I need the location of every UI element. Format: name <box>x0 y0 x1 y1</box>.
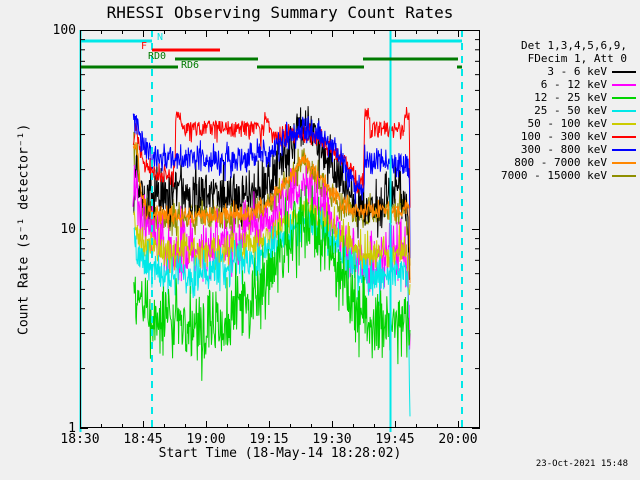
series-curves <box>132 106 411 417</box>
rd6-bar <box>80 65 178 69</box>
legend-item-label: 12 - 25 keV <box>534 91 607 104</box>
legend-item-label: 800 - 7000 keV <box>514 156 607 169</box>
flare-bar <box>152 48 220 52</box>
series-100-300 keV <box>132 106 411 208</box>
x-tick-label-20:00: 20:00 <box>438 432 478 447</box>
x-axis-title: Start Time (18-May-14 18:28:02) <box>158 446 402 461</box>
night-bar-top <box>390 39 462 43</box>
legend-color-swatch <box>612 83 636 86</box>
legend-item-7000-15000keV: 7000 - 15000 keV <box>457 169 637 182</box>
legend-color-swatch <box>612 174 636 177</box>
legend-item-6-12keV: 6 - 12 keV <box>457 78 637 91</box>
legend-item-label: 300 - 800 keV <box>520 143 607 156</box>
rd0-bar <box>175 57 258 61</box>
legend-item-100-300keV: 100 - 300 keV <box>457 130 637 143</box>
legend-item-3-6keV: 3 - 6 keV <box>457 65 637 78</box>
x-tick-label-19:15: 19:15 <box>249 432 289 447</box>
x-tick-label-18:45: 18:45 <box>123 432 163 447</box>
x-tick-label-18:30: 18:30 <box>60 432 100 447</box>
legend-color-swatch <box>612 122 636 125</box>
y-tick-label-100: 100 <box>52 23 76 38</box>
annotation-label-RD6: RD6 <box>181 60 200 71</box>
legend-color-swatch <box>612 161 636 164</box>
legend: Det 1,3,4,5,6,9, FDecim 1, Att 0 3 - 6 k… <box>457 39 637 182</box>
series-800-7000 keV <box>132 142 411 284</box>
x-tick-label-19:30: 19:30 <box>312 432 352 447</box>
legend-item-50-100keV: 50 - 100 keV <box>457 117 637 130</box>
series-3-6 keV <box>133 106 411 281</box>
legend-item-25-50keV: 25 - 50 keV <box>457 104 637 117</box>
legend-color-swatch <box>612 109 636 112</box>
legend-color-swatch <box>612 96 636 99</box>
night-bar-top <box>80 39 152 43</box>
series-300-800 keV <box>132 113 411 259</box>
legend-color-swatch <box>612 70 636 73</box>
legend-item-label: 6 - 12 keV <box>540 78 607 91</box>
annotation-label-RD0: RD0 <box>148 51 167 62</box>
legend-item-label: 3 - 6 keV <box>547 65 607 78</box>
legend-detectors: Det 1,3,4,5,6,9, <box>521 39 627 52</box>
legend-decim-att: FDecim 1, Att 0 <box>527 52 627 65</box>
rd6-bar <box>257 65 364 69</box>
annotation-label-F: F <box>141 41 148 52</box>
legend-item-12-25keV: 12 - 25 keV <box>457 91 637 104</box>
rd0-bar <box>363 57 458 61</box>
rd6-bar <box>457 65 462 69</box>
chart-title: RHESSI Observing Summary Count Rates <box>106 3 454 22</box>
legend-color-swatch <box>612 148 636 151</box>
annotation-bars <box>80 39 462 69</box>
legend-item-300-800keV: 300 - 800 keV <box>457 143 637 156</box>
legend-color-swatch <box>612 135 636 138</box>
annotation-label-N: N <box>157 32 164 43</box>
x-tick-label-19:00: 19:00 <box>186 432 226 447</box>
legend-item-800-7000keV: 800 - 7000 keV <box>457 156 637 169</box>
legend-item-label: 7000 - 15000 keV <box>501 169 607 182</box>
legend-item-label: 100 - 300 keV <box>520 130 607 143</box>
axes-frame <box>80 30 480 429</box>
legend-item-label: 25 - 50 keV <box>534 104 607 117</box>
y-tick-label-10: 10 <box>60 222 76 237</box>
x-tick-label-19:45: 19:45 <box>375 432 415 447</box>
y-axis-title: Count Rate (s⁻¹ detector⁻¹) <box>16 123 32 335</box>
legend-item-label: 50 - 100 keV <box>527 117 607 130</box>
creation-timestamp: 23-Oct-2021 15:48 <box>535 459 628 469</box>
series-12-25 keV <box>133 185 411 381</box>
y-tick-label-1: 1 <box>68 421 76 436</box>
